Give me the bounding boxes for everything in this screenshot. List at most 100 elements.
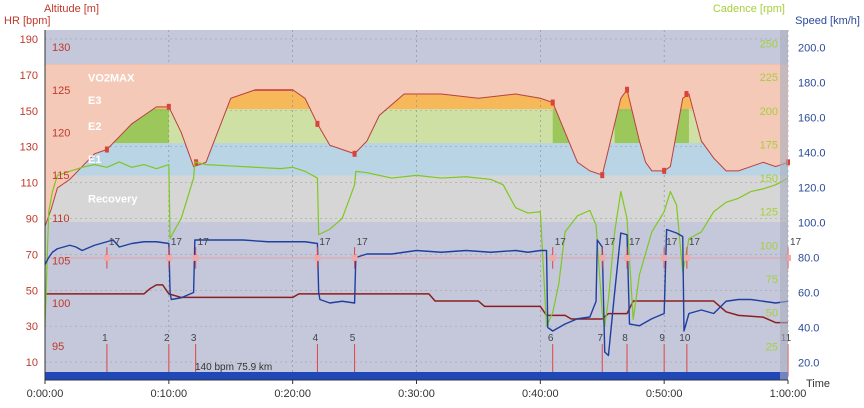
summary-label: 140 bpm 75.9 km — [195, 362, 272, 373]
time-axis-title: Time — [806, 378, 830, 390]
axes: 1030507090110130150170190951001051101151… — [20, 30, 826, 400]
hr-tick-label: 30 — [26, 321, 38, 333]
lap-number: 8 — [622, 333, 628, 344]
lap-number: 1 — [102, 333, 108, 344]
lap-avg-marker — [661, 254, 668, 261]
speed-tick-label: 200.0 — [798, 43, 826, 55]
progress-fill — [45, 372, 788, 380]
speed-tick-label: 160.0 — [798, 113, 826, 125]
lap-avg-marker — [165, 254, 172, 261]
hr-tick-label: 110 — [20, 178, 38, 190]
cadence-line — [44, 161, 789, 327]
cadence-tick-label: 150 — [760, 173, 778, 185]
hr-tick-label: 10 — [26, 357, 38, 369]
cadence-series — [44, 161, 789, 327]
lap-hr-label: 17 — [357, 237, 369, 248]
lap-markers: 11721731741751761771781791710171117 — [102, 237, 802, 377]
right-edge — [780, 30, 788, 380]
hr-tick-label: 90 — [26, 213, 38, 225]
lap-avg-marker — [314, 254, 321, 261]
altitude-tick-label: 95 — [52, 341, 64, 353]
altitude-tick-label: 115 — [52, 170, 70, 182]
altitude-tick-label: 120 — [52, 127, 70, 139]
altitude-tick-label: 100 — [52, 298, 70, 310]
lap-number: 3 — [191, 333, 197, 344]
altitude-marker — [600, 172, 605, 179]
progress-bar — [45, 372, 788, 380]
x-tick-label: 0:30:00 — [398, 388, 435, 400]
cadence-tick-label: 200 — [760, 106, 778, 118]
altitude-marker — [104, 146, 109, 153]
altitude-marker — [352, 150, 357, 157]
speed-tick-label: 40.0 — [798, 323, 819, 335]
speed-tick-label: 80.0 — [798, 253, 819, 265]
altitude-line — [44, 88, 789, 227]
altitude-tick-label: 130 — [52, 42, 70, 54]
lap-avg-marker — [624, 254, 631, 261]
lap-hr-label: 17 — [604, 237, 616, 248]
cadence-tick-label: 75 — [766, 274, 778, 286]
speed-tick-label: 180.0 — [798, 78, 826, 90]
speed-tick-label: 140.0 — [798, 148, 826, 160]
hr-tick-label: 50 — [26, 285, 38, 297]
hr-tick-label: 150 — [20, 106, 38, 118]
lap-number: 2 — [164, 333, 170, 344]
lap-number: 5 — [350, 333, 356, 344]
lap-hr-label: 17 — [666, 237, 678, 248]
altitude-marker — [315, 120, 320, 127]
cadence-tick-label: 225 — [760, 72, 778, 84]
altitude-tick-label: 110 — [52, 213, 70, 225]
x-tick-label: 0:50:00 — [646, 388, 683, 400]
lap-hr-label: 17 — [319, 237, 331, 248]
x-tick-label: 0:10:00 — [150, 388, 187, 400]
speed-tick-label: 20.0 — [798, 358, 819, 370]
speed-tick-label: 60.0 — [798, 288, 819, 300]
lap-avg-marker — [192, 254, 199, 261]
lap-hr-label: 17 — [109, 237, 121, 248]
lap-number: 6 — [548, 333, 554, 344]
cadence-tick-label: 125 — [760, 207, 778, 219]
lap-number: 9 — [659, 333, 665, 344]
cadence-tick-label: 250 — [760, 38, 778, 50]
lap-hr-label: 17 — [171, 237, 183, 248]
lap-avg-marker — [683, 254, 690, 261]
speed-tick-label: 120.0 — [798, 183, 826, 195]
zone-label: E1 — [88, 154, 101, 166]
x-tick-label: 0:40:00 — [522, 388, 559, 400]
lap-avg-marker — [549, 254, 556, 261]
cadence-axis-title: Cadence [rpm] — [713, 3, 785, 15]
lap-number: 7 — [597, 333, 603, 344]
cadence-tick-label: 50 — [766, 308, 778, 320]
altitude-marker — [550, 99, 555, 106]
lap-number: 10 — [679, 333, 691, 344]
speed-axis-title: Speed [km/h] — [795, 15, 860, 27]
x-tick-label: 1:00:00 — [770, 388, 807, 400]
lap-hr-label: 17 — [689, 237, 701, 248]
lap-avg-marker — [103, 254, 110, 261]
zone-labels: Recovery E1 E2 E3 VO2MAX — [88, 73, 138, 206]
hr-tick-label: 130 — [20, 142, 38, 154]
x-tick-label: 0:20:00 — [274, 388, 311, 400]
altitude-marker — [662, 167, 667, 174]
lap-number: 4 — [313, 333, 319, 344]
lap-hr-label: 17 — [198, 237, 210, 248]
altitude-marker — [625, 86, 630, 93]
lap-hr-label: 17 — [555, 237, 567, 248]
lap-avg-marker — [599, 254, 606, 261]
zone-label: E2 — [88, 121, 101, 133]
lap-hr-label: 17 — [629, 237, 641, 248]
cadence-tick-label: 100 — [760, 240, 778, 252]
hr-tick-label: 170 — [20, 70, 38, 82]
speed-tick-label: 100.0 — [798, 218, 826, 230]
altitude-marker — [684, 91, 689, 98]
hr-tick-label: 190 — [20, 34, 38, 46]
cadence-tick-label: 175 — [760, 139, 778, 151]
altitude-axis-title: Altitude [m] — [44, 3, 99, 15]
zone-label: VO2MAX — [88, 73, 135, 85]
zone-label: Recovery — [88, 194, 138, 206]
altitude-fill — [45, 64, 788, 227]
altitude-tick-label: 105 — [52, 255, 70, 267]
x-tick-label: 0:00:00 — [27, 388, 64, 400]
lap-hr-label: 17 — [790, 237, 802, 248]
